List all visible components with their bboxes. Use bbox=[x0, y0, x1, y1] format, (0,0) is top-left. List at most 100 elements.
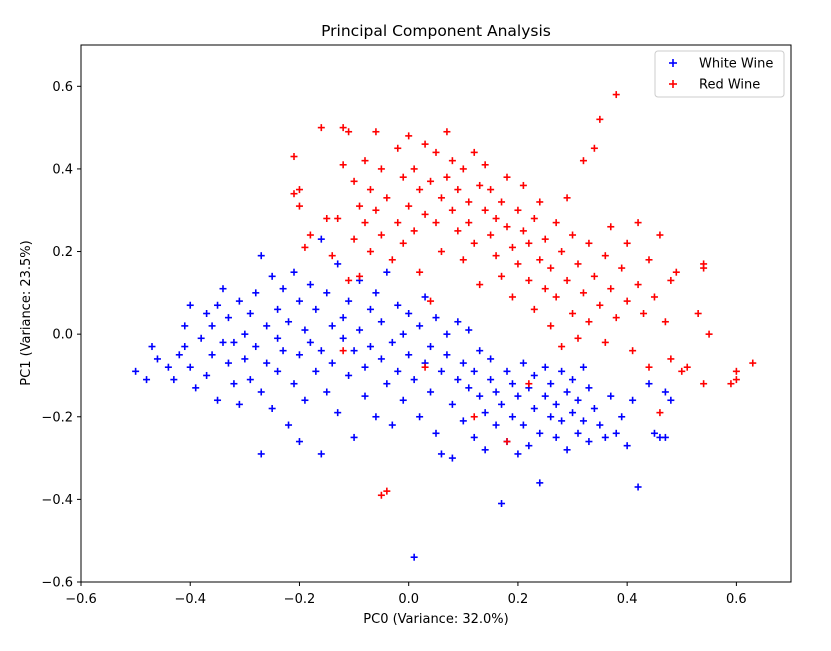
data-point bbox=[306, 281, 314, 289]
data-point bbox=[574, 396, 582, 404]
data-point bbox=[579, 157, 587, 165]
data-point bbox=[498, 198, 506, 206]
legend-box bbox=[654, 50, 785, 98]
data-point bbox=[295, 438, 303, 446]
data-point bbox=[427, 388, 435, 396]
data-point bbox=[323, 289, 331, 297]
data-point bbox=[317, 450, 325, 458]
data-point bbox=[197, 334, 205, 342]
data-point bbox=[388, 338, 396, 346]
data-point bbox=[514, 392, 522, 400]
data-point bbox=[563, 276, 571, 284]
data-point bbox=[503, 223, 511, 231]
data-point bbox=[481, 446, 489, 454]
data-point bbox=[454, 318, 462, 326]
data-point bbox=[132, 367, 140, 375]
data-point bbox=[301, 243, 309, 251]
data-point bbox=[623, 442, 631, 450]
data-point bbox=[487, 231, 495, 239]
data-point bbox=[601, 338, 609, 346]
data-point bbox=[241, 330, 249, 338]
data-point bbox=[290, 268, 298, 276]
data-point bbox=[328, 359, 336, 367]
data-point bbox=[317, 235, 325, 243]
data-point bbox=[574, 334, 582, 342]
data-point bbox=[514, 450, 522, 458]
data-point bbox=[470, 413, 478, 421]
data-point bbox=[536, 479, 544, 487]
data-point bbox=[394, 144, 402, 152]
data-point bbox=[536, 429, 544, 437]
data-point bbox=[421, 140, 429, 148]
data-point bbox=[650, 293, 658, 301]
data-point bbox=[399, 239, 407, 247]
x-tick-label: 0.6 bbox=[726, 592, 747, 607]
data-point bbox=[405, 202, 413, 210]
data-point bbox=[268, 405, 276, 413]
data-point bbox=[590, 272, 598, 280]
data-point bbox=[558, 367, 566, 375]
data-point bbox=[410, 376, 418, 384]
data-point bbox=[399, 173, 407, 181]
data-point bbox=[683, 363, 691, 371]
data-point bbox=[377, 231, 385, 239]
data-point bbox=[437, 248, 445, 256]
data-point bbox=[678, 367, 686, 375]
data-point bbox=[465, 198, 473, 206]
data-point bbox=[214, 301, 222, 309]
y-tick-label: 0.6 bbox=[52, 80, 73, 95]
data-point bbox=[410, 227, 418, 235]
data-point bbox=[394, 367, 402, 375]
y-tick-label: 0.0 bbox=[52, 328, 73, 343]
data-point bbox=[186, 363, 194, 371]
data-point bbox=[235, 400, 243, 408]
data-point bbox=[569, 310, 577, 317]
data-point bbox=[569, 376, 577, 384]
data-point bbox=[416, 413, 424, 421]
data-point bbox=[443, 173, 451, 181]
data-point bbox=[345, 371, 353, 379]
data-point bbox=[470, 433, 478, 441]
data-point bbox=[585, 438, 593, 446]
data-point bbox=[295, 202, 303, 210]
data-point bbox=[536, 256, 544, 264]
data-point bbox=[601, 252, 609, 260]
data-point bbox=[634, 483, 642, 491]
data-point bbox=[437, 194, 445, 202]
data-point bbox=[574, 260, 582, 268]
data-point bbox=[257, 450, 265, 458]
x-tick-label: −0.2 bbox=[284, 592, 316, 607]
data-point bbox=[175, 351, 183, 359]
data-point bbox=[623, 297, 631, 305]
data-point bbox=[427, 343, 435, 351]
data-point bbox=[487, 186, 495, 194]
data-point bbox=[525, 276, 533, 284]
data-point bbox=[421, 293, 429, 301]
data-point bbox=[650, 429, 658, 437]
data-point bbox=[356, 272, 364, 280]
data-point bbox=[437, 367, 445, 375]
data-point bbox=[377, 491, 385, 499]
data-point bbox=[569, 409, 577, 417]
data-point bbox=[590, 144, 598, 152]
data-point bbox=[317, 124, 325, 132]
data-point bbox=[421, 363, 429, 371]
data-point bbox=[547, 264, 555, 272]
data-point bbox=[481, 161, 489, 169]
data-point bbox=[569, 231, 577, 239]
data-point bbox=[558, 343, 566, 351]
x-axis-label: PC0 (Variance: 32.0%) bbox=[363, 612, 508, 627]
data-point bbox=[508, 380, 516, 388]
data-point bbox=[465, 219, 473, 227]
data-point bbox=[727, 380, 735, 388]
data-point bbox=[700, 260, 708, 268]
data-point bbox=[547, 413, 555, 421]
data-point bbox=[459, 417, 467, 425]
data-point bbox=[454, 376, 462, 384]
data-point bbox=[323, 388, 331, 396]
data-point bbox=[454, 227, 462, 235]
data-point bbox=[219, 285, 227, 293]
data-point bbox=[252, 289, 260, 297]
data-point bbox=[618, 413, 626, 421]
data-point bbox=[601, 433, 609, 441]
